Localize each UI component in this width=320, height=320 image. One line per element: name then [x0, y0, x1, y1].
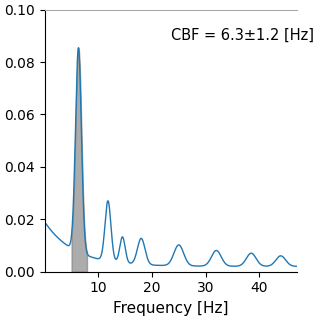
X-axis label: Frequency [Hz]: Frequency [Hz] [113, 301, 228, 316]
Text: CBF = 6.3±1.2 [Hz]: CBF = 6.3±1.2 [Hz] [171, 28, 314, 43]
